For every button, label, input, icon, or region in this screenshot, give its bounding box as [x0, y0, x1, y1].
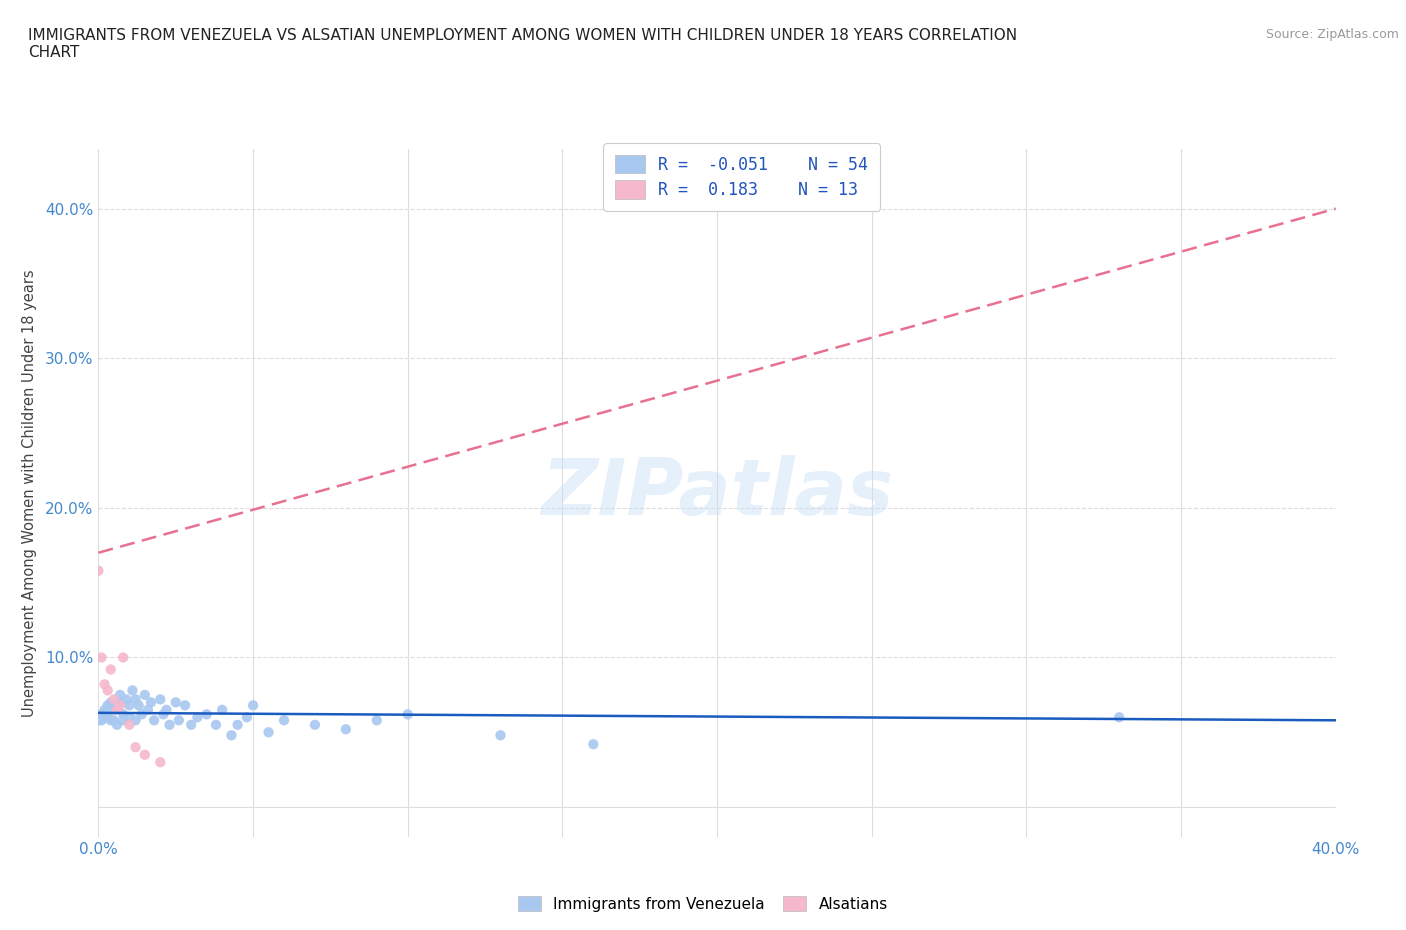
Point	[103, 702, 125, 717]
Point	[115, 692, 138, 707]
Point	[93, 702, 115, 717]
Legend: R =  -0.051    N = 54, R =  0.183    N = 13: R = -0.051 N = 54, R = 0.183 N = 13	[603, 143, 880, 211]
Point	[242, 698, 264, 712]
Point	[105, 698, 128, 712]
Point	[103, 692, 125, 707]
Point	[112, 707, 135, 722]
Point	[226, 717, 249, 732]
Point	[257, 724, 280, 739]
Point	[105, 702, 128, 717]
Point	[131, 707, 153, 722]
Point	[108, 687, 131, 702]
Point	[90, 707, 112, 722]
Point	[108, 695, 131, 710]
Point	[97, 710, 120, 724]
Point	[366, 713, 388, 728]
Point	[87, 713, 110, 728]
Point	[1108, 710, 1130, 724]
Point	[93, 710, 115, 724]
Point	[90, 713, 112, 728]
Point	[236, 710, 259, 724]
Point	[124, 739, 146, 754]
Point	[143, 713, 166, 728]
Point	[582, 737, 605, 751]
Point	[489, 728, 512, 743]
Text: ZIPatlas: ZIPatlas	[541, 455, 893, 531]
Point	[221, 728, 243, 743]
Point	[152, 707, 174, 722]
Point	[139, 695, 162, 710]
Point	[121, 683, 143, 698]
Point	[118, 710, 141, 724]
Point	[124, 713, 146, 728]
Point	[136, 702, 159, 717]
Point	[108, 698, 131, 712]
Point	[195, 707, 218, 722]
Point	[174, 698, 197, 712]
Point	[134, 748, 156, 763]
Point	[112, 650, 135, 665]
Point	[124, 692, 146, 707]
Point	[304, 717, 326, 732]
Point	[100, 662, 122, 677]
Point	[87, 564, 110, 578]
Point	[211, 702, 233, 717]
Point	[97, 683, 120, 698]
Point	[167, 713, 190, 728]
Point	[159, 717, 181, 732]
Point	[335, 722, 357, 737]
Point	[273, 713, 295, 728]
Point	[118, 698, 141, 712]
Point	[100, 713, 122, 728]
Text: IMMIGRANTS FROM VENEZUELA VS ALSATIAN UNEMPLOYMENT AMONG WOMEN WITH CHILDREN UND: IMMIGRANTS FROM VENEZUELA VS ALSATIAN UN…	[28, 28, 1018, 60]
Y-axis label: Unemployment Among Women with Children Under 18 years: Unemployment Among Women with Children U…	[21, 269, 37, 717]
Point	[396, 707, 419, 722]
Legend: Immigrants from Venezuela, Alsatians: Immigrants from Venezuela, Alsatians	[512, 889, 894, 918]
Point	[186, 710, 208, 724]
Point	[90, 650, 112, 665]
Point	[149, 755, 172, 770]
Point	[205, 717, 228, 732]
Point	[118, 717, 141, 732]
Point	[180, 717, 202, 732]
Point	[134, 687, 156, 702]
Point	[103, 713, 125, 728]
Point	[112, 713, 135, 728]
Point	[155, 702, 177, 717]
Point	[128, 698, 150, 712]
Point	[149, 692, 172, 707]
Point	[100, 695, 122, 710]
Point	[93, 677, 115, 692]
Point	[105, 717, 128, 732]
Text: Source: ZipAtlas.com: Source: ZipAtlas.com	[1265, 28, 1399, 41]
Point	[165, 695, 187, 710]
Point	[97, 698, 120, 712]
